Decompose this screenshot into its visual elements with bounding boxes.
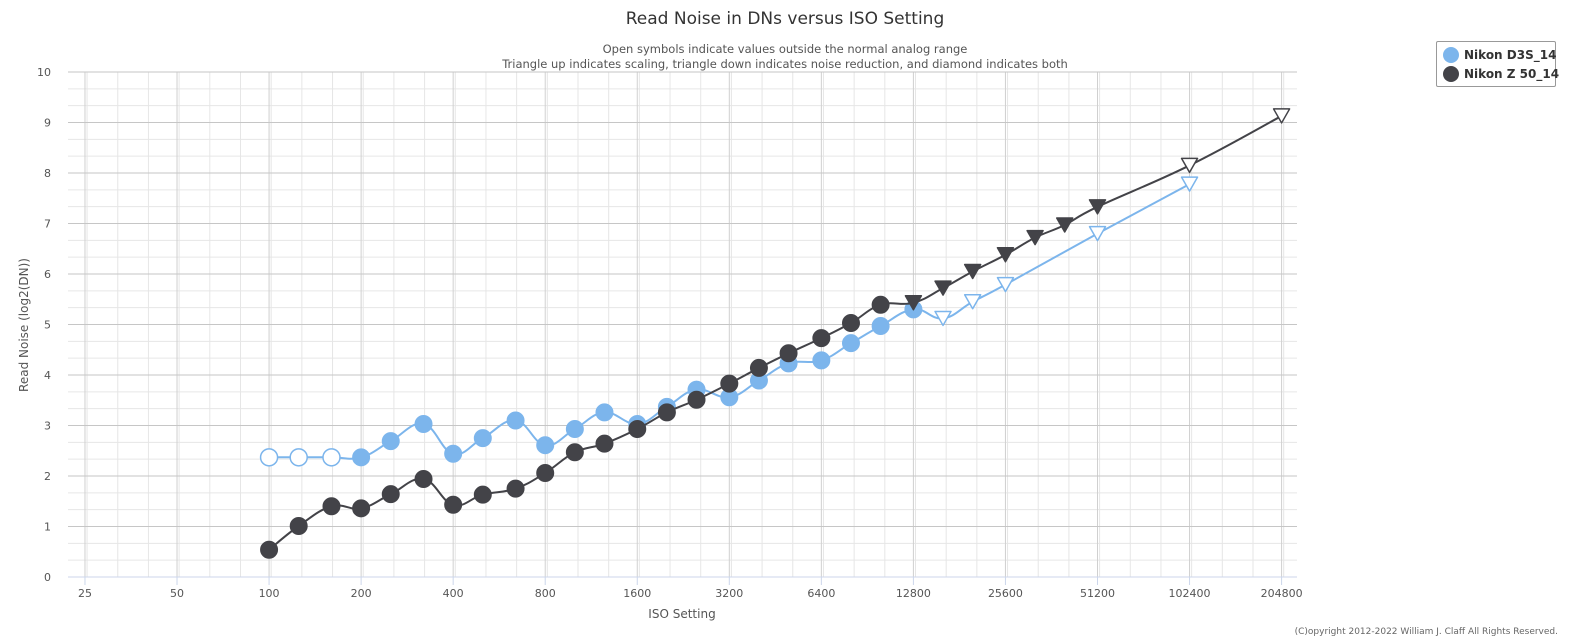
y-tick-label: 7 (44, 218, 51, 231)
copyright-credit: (C)opyright 2012-2022 William J. Claff A… (1295, 627, 1558, 637)
legend-item-z50[interactable]: Nikon Z 50_14 (1443, 64, 1559, 83)
y-axis-title: Read Noise (log2(DN)) (17, 258, 31, 392)
data-point-marker[interactable] (289, 516, 308, 535)
data-point-marker[interactable] (779, 344, 798, 363)
data-point-marker[interactable] (628, 420, 647, 439)
y-tick-label: 1 (44, 521, 51, 534)
x-tick-label: 6400 (807, 587, 835, 600)
data-point-marker[interactable] (1088, 199, 1107, 215)
data-point-marker[interactable] (473, 429, 492, 448)
data-point-marker[interactable] (352, 499, 371, 518)
data-point-marker[interactable] (996, 276, 1015, 293)
y-tick-label: 3 (44, 420, 51, 433)
x-tick-label: 204800 (1261, 587, 1303, 600)
y-tick-label: 8 (44, 167, 51, 180)
data-point-marker[interactable] (414, 470, 433, 489)
data-point-marker[interactable] (749, 358, 768, 377)
legend-label-z50: Nikon Z 50_14 (1464, 66, 1560, 81)
x-tick-label: 51200 (1080, 587, 1115, 600)
data-point-marker[interactable] (473, 485, 492, 504)
x-axis-title: ISO Setting (648, 607, 715, 621)
data-point-marker[interactable] (444, 444, 463, 463)
data-point-marker[interactable] (259, 448, 279, 467)
series-group-1 (260, 108, 1291, 559)
data-point-marker[interactable] (687, 390, 706, 409)
data-point-marker[interactable] (260, 540, 279, 559)
axes: 25 50 100 200 400 800 1600 3200 6400 12800 25600 51… (37, 66, 1303, 600)
data-point-marker[interactable] (322, 497, 341, 516)
legend-marker-circle-icon (1443, 65, 1459, 82)
data-point-marker[interactable] (381, 485, 400, 504)
data-point-marker[interactable] (352, 448, 371, 467)
data-point-marker[interactable] (565, 443, 584, 462)
data-point-marker[interactable] (963, 263, 982, 280)
data-point-marker[interactable] (812, 329, 831, 348)
chart-subtitle-line-2: Triangle up indicates scaling, triangle … (501, 57, 1068, 71)
data-point-marker[interactable] (871, 317, 890, 336)
data-point-marker[interactable] (536, 463, 555, 482)
x-tick-label: 102400 (1169, 587, 1211, 600)
data-point-marker[interactable] (506, 479, 525, 498)
legend-label-d3s: Nikon D3S_14 (1464, 47, 1557, 62)
data-point-marker[interactable] (565, 420, 584, 439)
data-point-marker[interactable] (1180, 157, 1199, 174)
x-tick-label: 1600 (623, 587, 651, 600)
data-point-marker[interactable] (904, 295, 923, 311)
chart-subtitle-line-1: Open symbols indicate values outside the… (603, 42, 968, 56)
data-point-marker[interactable] (1180, 176, 1199, 192)
x-tick-label: 12800 (896, 587, 931, 600)
y-tick-label: 4 (44, 369, 51, 382)
series-plot-area (259, 108, 1291, 559)
data-point-marker[interactable] (720, 374, 739, 393)
y-tick-label: 10 (37, 66, 51, 79)
y-tick-label: 9 (44, 117, 51, 130)
y-tick-label: 2 (44, 470, 51, 483)
data-point-marker[interactable] (506, 411, 525, 430)
data-point-marker[interactable] (841, 313, 860, 332)
x-tick-label: 800 (535, 587, 556, 600)
chart-legend: Nikon D3S_14 Nikon Z 50_14 (1436, 41, 1559, 87)
y-tick-label: 5 (44, 319, 51, 332)
chart-title: Read Noise in DNs versus ISO Setting (626, 9, 945, 29)
data-point-marker[interactable] (381, 432, 400, 451)
data-point-marker[interactable] (322, 448, 341, 467)
data-point-marker[interactable] (934, 280, 952, 296)
data-point-marker[interactable] (963, 294, 982, 310)
data-point-marker[interactable] (536, 436, 555, 455)
x-tick-label: 25600 (988, 587, 1023, 600)
x-tick-label: 100 (259, 587, 280, 600)
x-tick-label: 200 (351, 587, 372, 600)
data-point-marker[interactable] (444, 495, 463, 514)
data-point-marker[interactable] (1026, 229, 1044, 246)
data-point-marker[interactable] (657, 403, 676, 422)
data-point-marker[interactable] (934, 310, 952, 327)
x-tick-label: 50 (170, 587, 184, 600)
x-tick-label: 3200 (715, 587, 743, 600)
data-point-marker[interactable] (841, 334, 860, 353)
data-point-marker[interactable] (595, 403, 614, 422)
data-point-marker[interactable] (1088, 225, 1107, 242)
data-point-marker[interactable] (1272, 108, 1291, 124)
data-point-marker[interactable] (812, 351, 831, 370)
data-point-marker[interactable] (289, 448, 308, 467)
y-tick-label: 6 (44, 268, 51, 281)
y-tick-label: 0 (44, 571, 51, 584)
data-point-marker[interactable] (595, 434, 614, 453)
legend-marker-circle-icon (1443, 46, 1459, 63)
data-point-marker[interactable] (414, 414, 433, 433)
x-tick-label: 400 (443, 587, 464, 600)
x-tick-label: 25 (78, 587, 92, 600)
data-point-marker[interactable] (1055, 217, 1074, 233)
data-point-marker[interactable] (871, 295, 890, 314)
grid-lines (68, 71, 1297, 578)
legend-item-d3s[interactable]: Nikon D3S_14 (1443, 45, 1556, 64)
data-point-marker[interactable] (996, 247, 1015, 263)
